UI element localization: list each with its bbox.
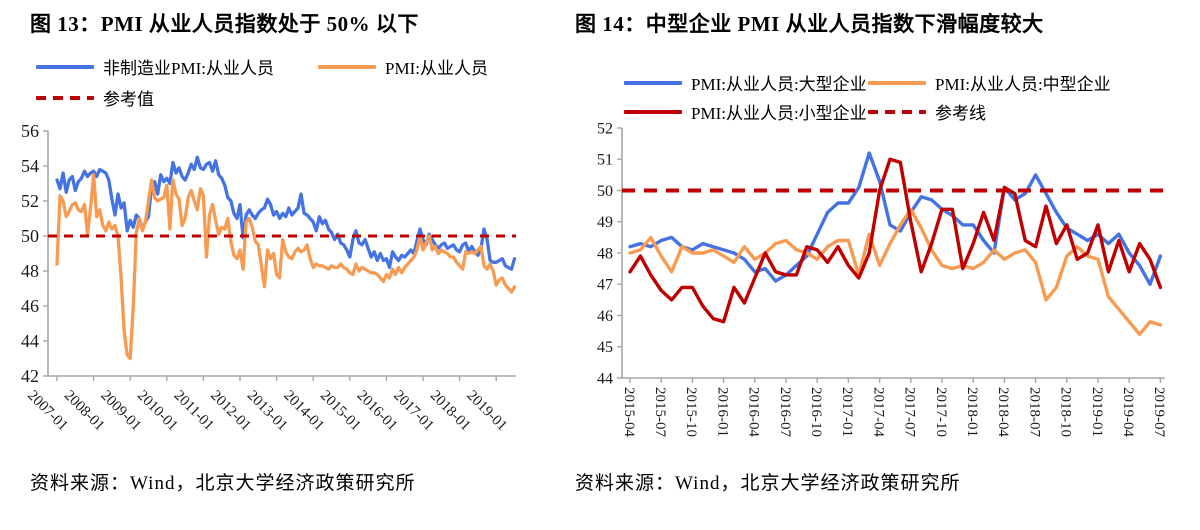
y-tick-label: 54 [21,156,39,176]
source-note-left: 资料来源：Wind，北京大学经济政策研究所 [30,473,416,494]
x-tick-label: 2019-01 [1089,387,1105,437]
x-tick-label: 2018-01 [964,387,980,437]
y-tick-label: 56 [21,121,39,141]
x-tick-label: 2017-01 [839,387,855,437]
x-tick-label: 2015-04 [621,387,637,437]
x-tick-label: 2018-04 [995,387,1011,437]
x-tick-label: 2018-07 [1026,387,1042,437]
legend-label: PMI:从业人员:小型企业 [691,104,867,123]
x-tick-label: 2017-07 [902,387,918,437]
legend-label: 非制造业PMI:从业人员 [103,59,274,78]
x-tick-label: 2017-10 [933,387,949,437]
pmi-line-swatch [318,64,376,69]
left-legend-item-pmi: PMI:从业人员 [318,54,488,79]
x-tick-label: 2019-01 [463,388,510,435]
y-tick-label: 49 [597,214,613,231]
series-line-0 [628,151,1163,287]
x-tick-label: 2011-01 [171,388,217,434]
y-tick-label: 44 [21,331,39,351]
series-line-2 [628,157,1163,324]
y-tick-label: 50 [597,183,613,200]
y-tick-label: 48 [597,245,613,262]
y-tick-label: 46 [597,308,613,325]
y-tick-label: 52 [597,120,613,137]
x-tick-label: 2019-07 [1151,387,1167,437]
legend-label: PMI:从业人员 [385,59,488,78]
x-tick-label: 2016-01 [714,387,730,437]
left-chart-title: 图 13：PMI 从业人员指数处于 50% 以下 [30,12,419,36]
y-tick-label: 52 [21,191,39,211]
x-tick-label: 2016-07 [777,387,793,437]
y-tick-label: 51 [597,152,613,169]
x-tick-label: 2015-10 [683,387,699,437]
y-tick-label: 44 [597,370,613,387]
y-tick-label: 47 [597,277,613,294]
y-tick-label: 50 [21,226,39,246]
small-ent-line-swatch [624,109,682,114]
legend-label: 参考线 [935,104,986,123]
legend-label: PMI:从业人员:大型企业 [691,75,867,94]
legend-label: PMI:从业人员:中型企业 [935,75,1111,94]
legend-label: 参考值 [103,90,154,109]
right-legend-item-small: PMI:从业人员:小型企业 [624,99,867,124]
left-legend-item-nonmfg: 非制造业PMI:从业人员 [36,54,274,79]
x-tick-label: 2016-04 [746,387,762,437]
left-line-chart: 42444648505254562007-012008-012009-01201… [21,121,517,435]
y-tick-label: 45 [597,339,613,356]
y-tick-label: 46 [21,296,39,316]
left-legend-item-reference: 参考值 [36,85,154,110]
series-line-1 [628,207,1163,337]
right-legend-item-reference: 参考线 [868,99,986,124]
right-chart-title: 图 14：中型企业 PMI 从业人员指数下滑幅度较大 [575,12,1044,36]
reference-dash-swatch [868,109,926,114]
medium-ent-line-swatch [868,80,926,85]
large-ent-line-swatch [624,80,682,85]
x-tick-label: 2015-07 [652,387,668,437]
source-note-right: 资料来源：Wind，北京大学经济政策研究所 [575,473,961,494]
series-line-0 [55,155,517,271]
nonmfg-line-swatch [36,64,94,69]
x-tick-label: 2017-04 [870,387,886,437]
reference-dash-swatch [36,95,94,100]
x-tick-label: 2018-10 [1058,387,1074,437]
y-tick-label: 42 [21,366,39,386]
y-tick-label: 48 [21,261,39,281]
right-legend-item-medium: PMI:从业人员:中型企业 [868,70,1111,95]
x-tick-label: 2019-04 [1120,387,1136,437]
right-legend-item-large: PMI:从业人员:大型企业 [624,70,867,95]
x-tick-label: 2016-10 [808,387,824,437]
right-line-chart: 44 45 46 47 48 49 50 51 52 2015-04 2015-07 2015-10 2… [597,120,1167,437]
series-line-1 [55,173,517,361]
